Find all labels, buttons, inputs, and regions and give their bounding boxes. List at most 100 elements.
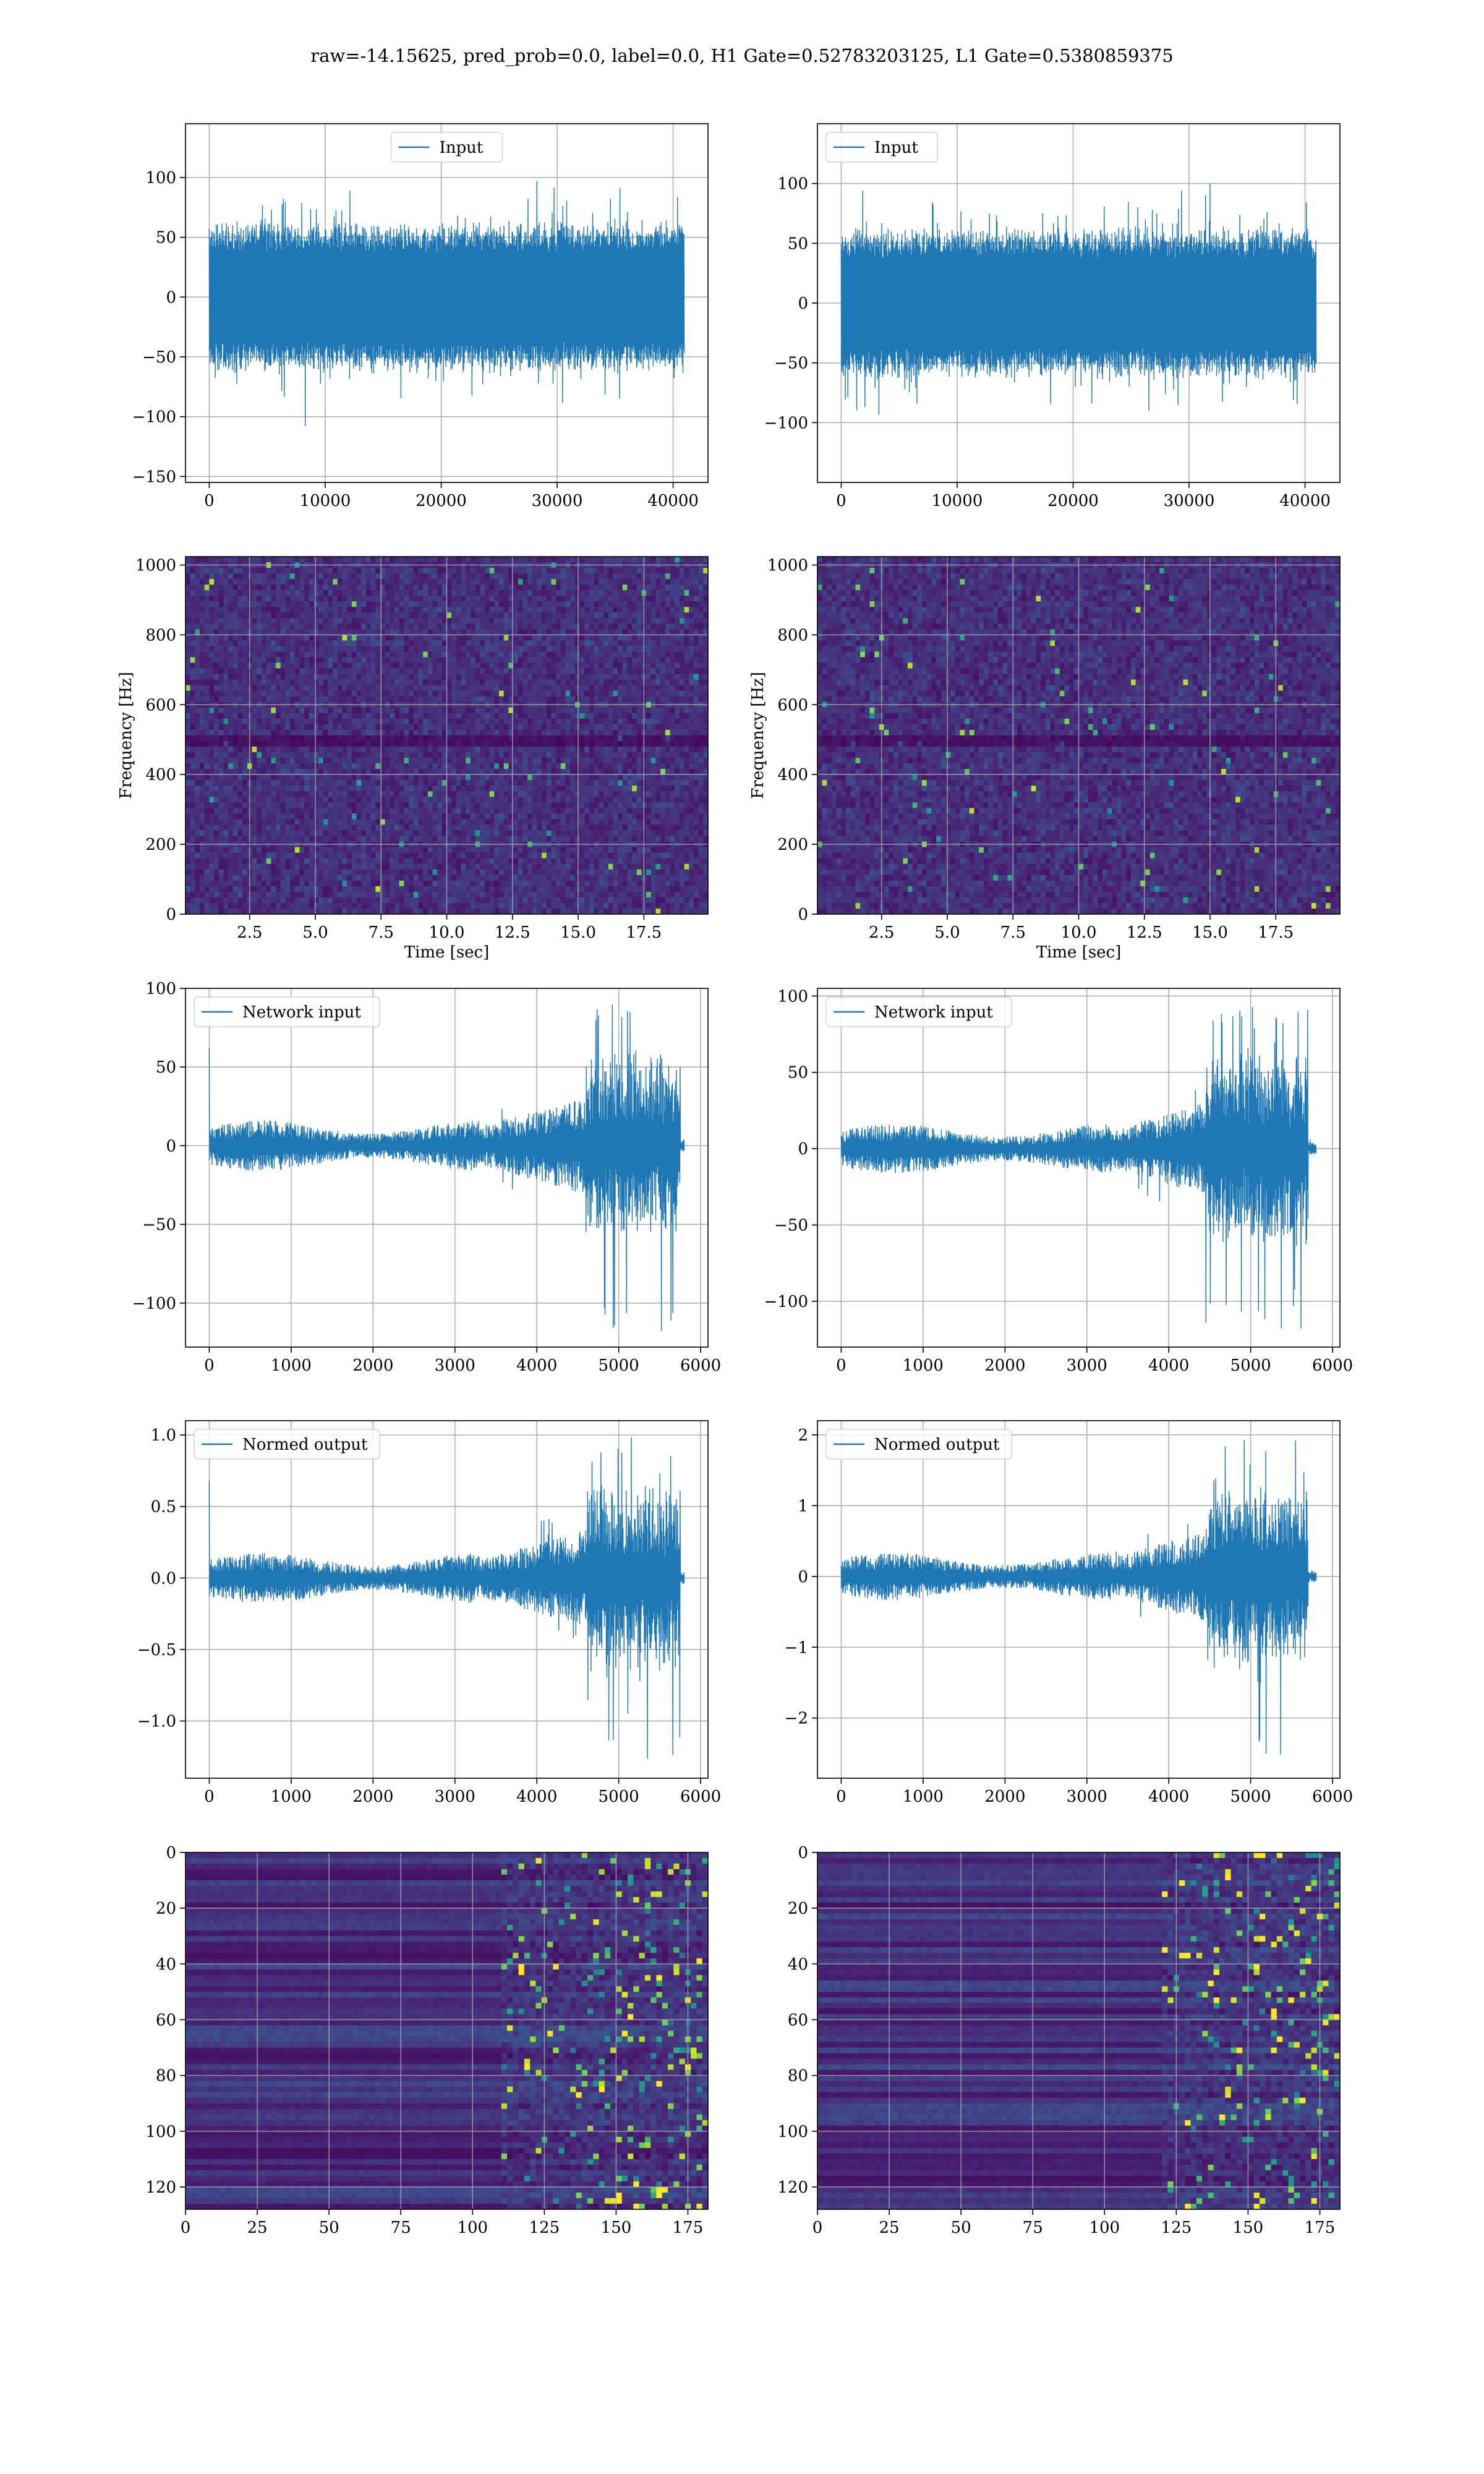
heatmap-cell	[418, 729, 424, 736]
heatmap-cell	[560, 674, 566, 680]
heatmap-cell	[223, 685, 229, 691]
heatmap-cell	[370, 797, 376, 803]
heatmap-cell	[375, 635, 381, 641]
heatmap-cell	[461, 646, 466, 653]
heatmap-cell	[594, 657, 599, 664]
heatmap-cell	[323, 769, 329, 775]
heatmap-cell	[670, 646, 675, 653]
heatmap-cell	[579, 646, 585, 653]
heatmap-cell	[470, 791, 476, 797]
heatmap-cell	[432, 797, 438, 803]
heatmap-cell	[304, 797, 310, 803]
heatmap-cell	[232, 596, 239, 602]
heatmap-cell	[441, 612, 448, 618]
heatmap-cell	[328, 579, 333, 585]
heatmap-cell	[518, 629, 524, 636]
heatmap-cell	[385, 690, 390, 697]
heatmap-cell	[261, 601, 267, 607]
heatmap-cell	[375, 640, 381, 647]
heatmap-cell	[409, 729, 414, 736]
heatmap-cell	[375, 797, 381, 803]
heatmap-cell	[461, 640, 466, 647]
heatmap-cell	[323, 774, 329, 781]
heatmap-cell	[603, 729, 609, 736]
heatmap-cell	[427, 713, 433, 719]
heatmap-cell	[333, 640, 338, 647]
heatmap-cell	[337, 696, 343, 703]
heatmap-cell	[466, 668, 471, 675]
heatmap-cell	[304, 573, 310, 580]
heatmap-cell	[689, 791, 694, 797]
heatmap-cell	[399, 718, 404, 725]
heatmap-cell	[508, 769, 514, 775]
heatmap-cell	[522, 696, 528, 703]
heatmap-cell	[689, 662, 694, 669]
heatmap-cell	[266, 568, 271, 574]
heatmap-cell	[441, 780, 448, 786]
heatmap-cell	[689, 797, 694, 803]
heatmap-cell	[266, 774, 271, 781]
heatmap-cell	[223, 741, 229, 747]
heatmap-cell	[446, 780, 452, 786]
heatmap-cell	[190, 607, 195, 613]
heatmap-cell	[214, 758, 220, 764]
heatmap-cell	[285, 679, 291, 686]
heatmap-cell	[574, 758, 581, 764]
heatmap-cell	[556, 774, 561, 781]
heatmap-cell	[318, 579, 324, 585]
heatmap-cell	[446, 735, 452, 742]
heatmap-cell	[522, 785, 528, 792]
heatmap-cell	[195, 679, 200, 686]
heatmap-cell	[309, 707, 315, 714]
heatmap-cell	[446, 752, 452, 758]
heatmap-cell	[546, 780, 552, 786]
heatmap-cell	[551, 758, 556, 764]
heatmap-cell	[446, 557, 452, 563]
heatmap-cell	[399, 623, 404, 630]
heatmap-cell	[494, 758, 500, 764]
heatmap-cell	[380, 640, 386, 647]
heatmap-cell	[480, 623, 485, 630]
heatmap-cell	[299, 747, 305, 753]
heatmap-cell	[390, 774, 395, 781]
heatmap-cell	[437, 718, 443, 725]
heatmap-cell	[390, 596, 395, 602]
heatmap-cell	[333, 601, 338, 607]
heatmap-cell	[380, 662, 386, 669]
heatmap-cell	[313, 752, 319, 758]
heatmap-cell	[698, 568, 704, 574]
heatmap-cell	[365, 568, 372, 574]
heatmap-cell	[342, 674, 348, 680]
heatmap-cell	[390, 618, 395, 624]
heatmap-cell	[527, 674, 533, 680]
heatmap-cell	[650, 557, 657, 563]
heatmap-cell	[627, 646, 633, 653]
heatmap-cell	[333, 674, 338, 680]
heatmap-cell	[603, 657, 609, 664]
heatmap-cell	[370, 612, 376, 618]
heatmap-cell	[252, 607, 257, 613]
heatmap-cell	[603, 573, 609, 580]
heatmap-cell	[466, 557, 471, 563]
heatmap-cell	[693, 657, 699, 664]
heatmap-cell	[693, 729, 699, 736]
heatmap-cell	[200, 640, 205, 647]
heatmap-cell	[375, 607, 381, 613]
heatmap-cell	[432, 758, 438, 764]
heatmap-cell	[689, 758, 694, 764]
heatmap-cell	[456, 573, 462, 580]
heatmap-cell	[328, 791, 333, 797]
heatmap-cell	[200, 674, 205, 680]
heatmap-cell	[627, 797, 633, 803]
heatmap-cell	[356, 557, 362, 563]
heatmap-cell	[294, 685, 300, 691]
heatmap-cell	[190, 640, 195, 647]
heatmap-cell	[618, 774, 623, 781]
heatmap-cell	[242, 679, 248, 686]
heatmap-cell	[399, 596, 404, 602]
heatmap-cell	[475, 651, 480, 658]
heatmap-cell	[693, 718, 699, 725]
heatmap-cell	[608, 696, 613, 703]
heatmap-cell	[537, 791, 542, 797]
heatmap-cell	[232, 646, 239, 653]
